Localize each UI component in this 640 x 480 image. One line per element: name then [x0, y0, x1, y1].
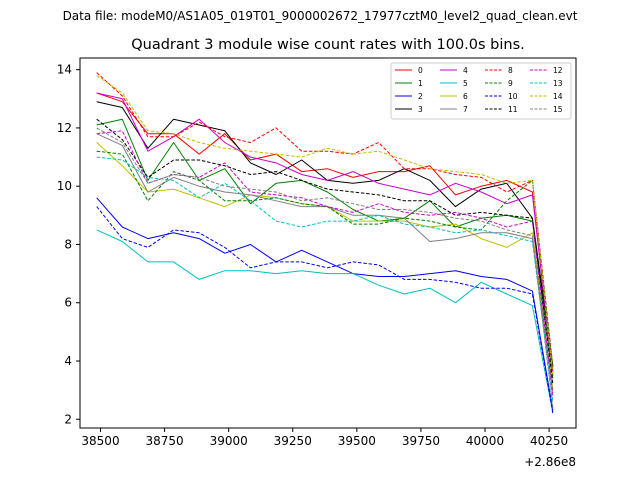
- series-line-5: [96, 229, 554, 414]
- legend-label-13: 13: [553, 79, 563, 88]
- x-tick-label: 39000: [210, 434, 248, 448]
- series-line-14: [96, 75, 554, 376]
- y-axis: 2 4 6 8 10 12 14: [57, 63, 80, 426]
- legend-label-2: 2: [418, 92, 423, 101]
- x-axis: 38500 38750 39000 39250 39500 39750 40000 40250: [81, 428, 568, 448]
- y-tick-label: 6: [64, 296, 72, 310]
- legend-label-4: 4: [463, 66, 468, 75]
- legend-label-6: 6: [463, 92, 468, 101]
- chart-title: Quadrant 3 module wise count rates with …: [131, 37, 525, 53]
- x-tick-label: 39750: [402, 434, 440, 448]
- legend-label-15: 15: [553, 105, 563, 114]
- plot-frame: [79, 57, 577, 429]
- y-tick-label: 14: [57, 63, 72, 77]
- x-offset-label: +2.86e8: [524, 455, 576, 469]
- y-tick-label: 8: [64, 237, 72, 251]
- x-tick-label: 38750: [145, 434, 183, 448]
- series-line-11: [96, 118, 554, 385]
- x-tick-label: 40000: [466, 434, 504, 448]
- legend-label-12: 12: [553, 66, 563, 75]
- legend-label-10: 10: [508, 92, 518, 101]
- plot-lines: [96, 72, 554, 414]
- y-tick-label: 10: [57, 179, 72, 193]
- series-line-15: [96, 127, 554, 408]
- legend-box: [390, 62, 572, 120]
- y-tick-label: 2: [64, 412, 72, 426]
- legend-label-5: 5: [463, 79, 468, 88]
- legend-label-1: 1: [418, 79, 423, 88]
- x-tick-label: 39500: [338, 434, 376, 448]
- series-line-1: [96, 118, 554, 379]
- legend-label-9: 9: [508, 79, 513, 88]
- x-tick-label: 39250: [274, 434, 312, 448]
- legend-label-8: 8: [508, 66, 513, 75]
- series-line-7: [96, 133, 554, 394]
- file-note: Data file: modeM0/AS1A05_019T01_90000026…: [63, 9, 578, 23]
- x-tick-label: 38500: [81, 434, 119, 448]
- series-line-12: [96, 130, 554, 397]
- series-line-13: [96, 156, 554, 402]
- y-tick-label: 4: [64, 354, 72, 368]
- x-tick-label: 40250: [530, 434, 568, 448]
- series-line-10: [96, 206, 554, 414]
- series-line-2: [96, 197, 554, 411]
- legend-label-7: 7: [463, 105, 468, 114]
- series-line-8: [96, 72, 554, 367]
- legend-label-14: 14: [553, 92, 563, 101]
- legend-label-0: 0: [418, 66, 423, 75]
- legend-label-11: 11: [508, 105, 518, 114]
- legend-label-3: 3: [418, 105, 423, 114]
- y-tick-label: 12: [57, 121, 72, 135]
